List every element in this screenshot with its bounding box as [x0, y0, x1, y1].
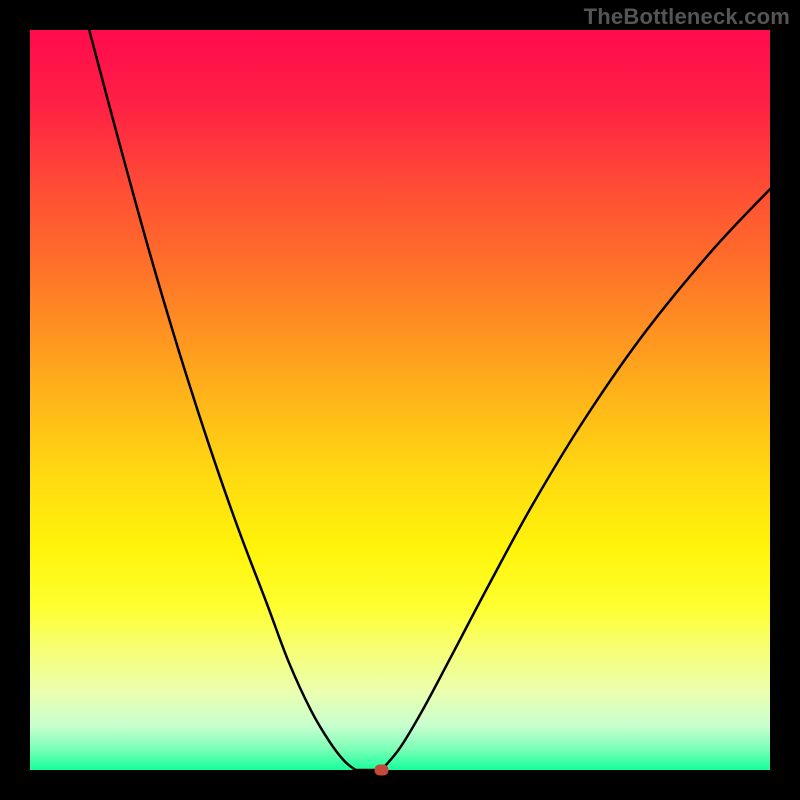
chart-svg — [0, 0, 800, 800]
watermark-label: TheBottleneck.com — [584, 4, 790, 30]
optimal-marker — [375, 765, 389, 776]
bottleneck-chart — [0, 0, 800, 800]
chart-background — [30, 30, 770, 770]
